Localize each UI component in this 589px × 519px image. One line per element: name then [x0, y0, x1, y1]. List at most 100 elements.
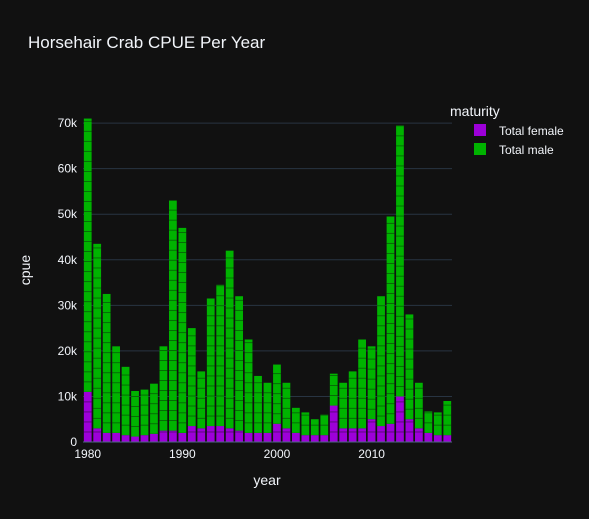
bar-total-male-1981[interactable] [93, 243, 102, 429]
bar-total-female-1994[interactable] [216, 426, 225, 442]
bar-total-male-2016[interactable] [424, 411, 433, 433]
bar-total-male-2018[interactable] [443, 401, 452, 436]
bar-total-male-2000[interactable] [273, 364, 281, 424]
bar-total-female-1986[interactable] [140, 435, 149, 442]
bar-total-female-2012[interactable] [386, 423, 395, 442]
bar-total-male-2002[interactable] [292, 407, 300, 433]
y-tick-label: 70k [58, 116, 78, 130]
bar-total-female-2007[interactable] [339, 428, 348, 442]
bar-total-male-1986[interactable] [140, 389, 149, 436]
legend-item-total-male[interactable]: Total male [474, 143, 554, 157]
bar-total-male-1996[interactable] [235, 296, 243, 431]
y-tick-labels: 0 10k 20k 30k 40k 50k 60k 70k [58, 116, 78, 449]
bar-total-male-1992[interactable] [197, 371, 206, 429]
bar-total-male-1995[interactable] [225, 250, 234, 429]
bar-total-male-1997[interactable] [244, 339, 253, 433]
bar-total-male-2008[interactable] [348, 371, 357, 429]
x-tick-labels: 1980 1990 2000 2010 [74, 447, 385, 461]
y-axis-title: cpue [17, 255, 33, 286]
chart-title: Horsehair Crab CPUE Per Year [28, 33, 266, 52]
bar-total-female-1985[interactable] [131, 436, 139, 442]
x-tick-label: 2010 [358, 447, 385, 461]
bar-total-female-2004[interactable] [310, 435, 319, 442]
bar-total-male-1985[interactable] [131, 390, 139, 437]
legend-label-total-female: Total female [499, 124, 564, 138]
bar-total-male-1989[interactable] [169, 200, 177, 431]
bar-total-male-1999[interactable] [263, 382, 272, 433]
bar-total-male-2015[interactable] [415, 382, 423, 429]
bar-total-female-1980[interactable] [83, 391, 92, 442]
bar-total-male-2010[interactable] [367, 346, 376, 420]
bar-total-female-1987[interactable] [150, 433, 158, 442]
bar-total-male-2001[interactable] [282, 382, 291, 429]
bar-total-female-2008[interactable] [348, 428, 357, 442]
bar-total-female-1996[interactable] [235, 430, 243, 442]
y-tick-label: 40k [58, 253, 78, 267]
bar-total-female-2016[interactable] [424, 432, 433, 442]
bar-total-female-2001[interactable] [282, 428, 291, 442]
bar-total-female-1991[interactable] [187, 426, 196, 442]
bar-total-female-1995[interactable] [225, 428, 234, 442]
legend-swatch-total-male [474, 143, 486, 155]
bar-total-male-2009[interactable] [358, 339, 366, 429]
legend-item-total-female[interactable]: Total female [474, 124, 564, 138]
gridlines [83, 122, 452, 397]
bar-total-female-2011[interactable] [377, 426, 385, 442]
bar-total-female-1997[interactable] [244, 432, 253, 442]
x-axis-title: year [253, 472, 281, 488]
bar-total-female-2017[interactable] [433, 435, 442, 442]
bar-total-female-1999[interactable] [263, 432, 272, 442]
bar-total-male-1983[interactable] [112, 346, 120, 433]
bar-total-male-1994[interactable] [216, 284, 225, 427]
bar-total-female-1998[interactable] [254, 432, 262, 442]
bar-total-male-2003[interactable] [301, 412, 310, 436]
bar-total-male-2004[interactable] [310, 419, 319, 436]
bar-total-female-2006[interactable] [329, 405, 338, 442]
bar-total-male-1990[interactable] [178, 227, 187, 433]
bar-total-female-2010[interactable] [367, 419, 376, 442]
bar-total-male-1998[interactable] [254, 375, 262, 433]
bar-total-female-1989[interactable] [169, 430, 177, 442]
bar-total-female-2014[interactable] [405, 419, 414, 442]
legend-title: maturity [450, 103, 500, 119]
bar-total-male-1991[interactable] [187, 328, 196, 427]
bar-total-male-2007[interactable] [339, 382, 348, 429]
bar-total-female-1992[interactable] [197, 428, 206, 442]
y-tick-label: 20k [58, 344, 78, 358]
bar-total-female-1988[interactable] [159, 430, 168, 442]
y-tick-label: 30k [58, 298, 78, 312]
bar-total-female-2013[interactable] [396, 396, 404, 442]
bar-total-male-2013[interactable] [396, 125, 404, 397]
bar-total-male-2011[interactable] [377, 296, 385, 427]
x-tick-label: 1980 [74, 447, 101, 461]
bar-total-female-2000[interactable] [273, 423, 281, 442]
bar-total-female-2009[interactable] [358, 428, 366, 442]
bar-total-male-1987[interactable] [150, 383, 158, 434]
bar-total-female-2005[interactable] [320, 435, 329, 442]
bar-total-male-2017[interactable] [433, 412, 442, 436]
bar-total-female-1981[interactable] [93, 428, 102, 442]
bar-total-female-2018[interactable] [443, 435, 452, 442]
bar-total-female-1993[interactable] [206, 426, 215, 442]
bar-total-male-1988[interactable] [159, 346, 168, 431]
bar-total-male-1982[interactable] [102, 293, 111, 433]
bar-total-female-1990[interactable] [178, 432, 187, 442]
bar-total-male-1993[interactable] [206, 298, 215, 427]
bar-total-male-2012[interactable] [386, 216, 395, 424]
bar-total-female-1982[interactable] [102, 432, 111, 442]
bar-total-female-2003[interactable] [301, 435, 310, 442]
bar-total-female-1984[interactable] [121, 435, 130, 442]
bar-total-male-2014[interactable] [405, 314, 414, 420]
bar-total-male-2006[interactable] [329, 373, 338, 406]
bar-total-male-1984[interactable] [121, 366, 130, 436]
bar-total-female-2015[interactable] [415, 428, 423, 442]
legend-label-total-male: Total male [499, 143, 554, 157]
x-tick-label: 1990 [169, 447, 196, 461]
bar-total-female-1983[interactable] [112, 432, 120, 442]
legend[interactable]: maturity Total female Total male [450, 103, 564, 157]
bar-total-female-2002[interactable] [292, 432, 300, 442]
bar-total-male-1980[interactable] [83, 118, 92, 392]
y-tick-label: 50k [58, 207, 78, 221]
